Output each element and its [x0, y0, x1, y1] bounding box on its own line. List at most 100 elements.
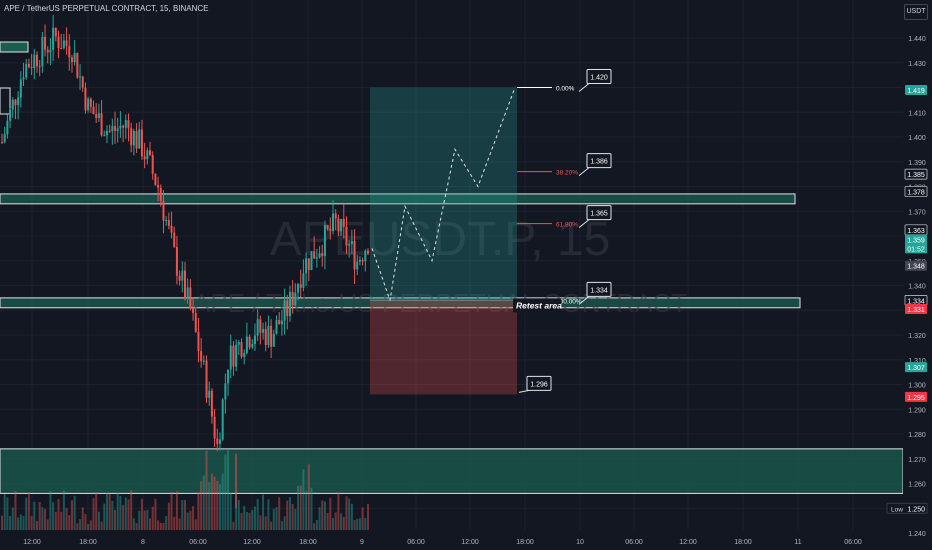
candle-body [159, 187, 162, 201]
volume-bar [280, 521, 283, 530]
candle-body [286, 300, 289, 317]
candle-body [167, 220, 170, 226]
candle-body [272, 333, 275, 347]
time-tick-label: 06:00 [625, 539, 643, 546]
price-callout-label: 1.420 [590, 75, 608, 82]
candle-body [245, 336, 248, 354]
volume-bar [11, 507, 14, 530]
long-position-tool[interactable] [370, 87, 517, 395]
volume-bar [253, 506, 256, 530]
volume-bar [119, 495, 122, 530]
retest-label-bg [513, 298, 561, 313]
candle-body [54, 27, 57, 37]
time-axis[interactable]: 12:00 18:00 8 06:00 12:00 18:00 9 06:00 12:00 18:… [0, 532, 903, 550]
candle-body [323, 225, 326, 257]
price-tag [905, 304, 927, 315]
volume-bar [73, 495, 76, 530]
candle-body [130, 128, 133, 146]
volume-bar [291, 503, 294, 530]
candle-body [100, 113, 103, 136]
candle-body [334, 213, 337, 219]
volume-bar [146, 509, 149, 530]
price-tag [905, 391, 927, 402]
volume-bar [25, 497, 28, 530]
candle-body [235, 344, 238, 367]
volume-bar [364, 517, 367, 530]
candle-body [329, 228, 332, 231]
volume-bar [299, 485, 302, 530]
candle-body [340, 218, 343, 232]
volume-bar [41, 507, 44, 530]
volume-bar [288, 497, 291, 530]
candle-body [22, 77, 25, 80]
volume-bar [116, 492, 119, 530]
projected-path [371, 87, 516, 301]
candle-body [181, 270, 184, 281]
drawings[interactable]: 0.00% 38.20% 61.80% 100.00% 1.420 1.386 1.365 1… [371, 69, 612, 393]
price-tick-label: 1.440 [908, 36, 926, 43]
candle-body [105, 130, 108, 136]
volume-bar [367, 503, 369, 530]
volume-bars [1, 450, 369, 530]
candle-body [173, 232, 176, 247]
volume-bar [221, 473, 224, 530]
price-tick-label: 1.300 [908, 383, 926, 390]
candle-body [138, 129, 141, 149]
volume-bar [111, 500, 114, 530]
price-axis[interactable]: 1.4401.4301.4201.4101.4001.3901.3801.370… [886, 0, 932, 550]
candle-body [178, 275, 181, 281]
volume-bar [84, 513, 87, 530]
candle-body [361, 259, 364, 262]
volume-bar [157, 520, 160, 530]
time-tick-label: 8 [141, 539, 145, 546]
volume-bar [79, 519, 82, 530]
volume-bar [62, 490, 65, 530]
currency-button[interactable]: USDT [904, 4, 928, 20]
volume-bar [19, 514, 22, 530]
zone-left-box [0, 87, 11, 115]
candle-body [140, 129, 143, 157]
candle-body [310, 251, 313, 270]
candle-body [87, 98, 90, 111]
volume-bar [44, 509, 47, 530]
candle-body [194, 312, 197, 332]
candle-body [200, 351, 203, 362]
candle-body [60, 48, 63, 50]
price-tag-label: 1.307 [907, 365, 925, 372]
price-tick-label: 1.390 [908, 160, 926, 167]
volume-bar [323, 501, 326, 530]
candle-body [197, 331, 200, 352]
volume-bar [162, 523, 165, 530]
volume-bar [140, 498, 143, 530]
candle-body [192, 308, 195, 313]
symbol-title[interactable]: APE / TetherUS PERPETUAL CONTRACT, 15, B… [4, 4, 209, 13]
price-tag [905, 243, 927, 254]
price-callout-label: 1.296 [530, 381, 548, 388]
candle-body [149, 150, 152, 155]
candle-body [17, 97, 20, 106]
volume-bar [100, 521, 103, 530]
candle-body [267, 325, 270, 346]
volume-bar [334, 512, 337, 530]
volume-bar [143, 510, 146, 530]
candle-body [364, 250, 367, 262]
candle-body [350, 240, 353, 245]
volume-bar [108, 493, 111, 530]
volume-bar [65, 508, 68, 530]
volume-bar [154, 498, 157, 530]
volume-bar [194, 519, 197, 530]
price-callout-box [526, 375, 552, 391]
zone-left-small [0, 41, 29, 53]
candle-body [270, 325, 273, 347]
price-tick-label: 1.340 [908, 284, 926, 291]
volume-bar [151, 506, 154, 530]
sr-zones [0, 41, 904, 494]
candle-body [46, 49, 49, 53]
volume-bar [356, 518, 359, 530]
candle-body [170, 225, 173, 233]
volume-bar [329, 497, 332, 530]
volume-bar [345, 496, 348, 530]
fib-level-label: 100.00% [556, 298, 582, 305]
price-tag [905, 234, 927, 245]
